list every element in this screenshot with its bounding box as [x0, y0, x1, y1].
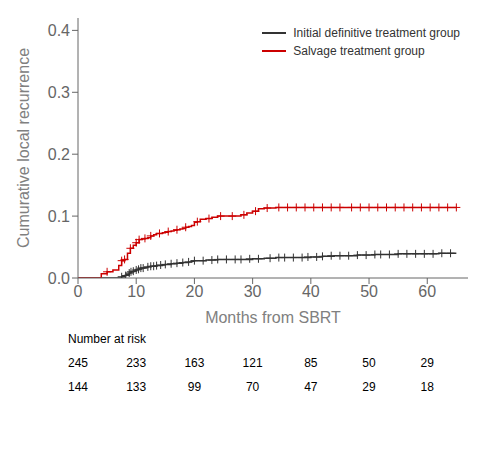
html-text:Number at risk: Number at risk: [68, 332, 146, 346]
html-text:Initial definitive treatment g: Initial definitive treatment group: [293, 26, 460, 40]
svg-text:0.0: 0.0: [48, 270, 70, 287]
html-text:29: 29: [362, 380, 376, 394]
html-text:Salvage treatment group: Salvage treatment group: [293, 44, 425, 58]
svg-text:Cumurative local recurrence: Cumurative local recurrence: [15, 48, 32, 248]
html-text:121: 121: [242, 356, 263, 370]
svg-text:60: 60: [418, 283, 436, 300]
svg-text:50: 50: [360, 283, 378, 300]
html-text:245: 245: [68, 356, 88, 370]
html-text:99: 99: [187, 380, 202, 394]
svg-text:40: 40: [302, 283, 320, 300]
svg-text:Months from SBRT: Months from SBRT: [205, 309, 341, 326]
html-text:47: 47: [304, 380, 318, 394]
svg-text:10: 10: [127, 283, 145, 300]
html-text:233: 233: [126, 356, 147, 370]
svg-text:20: 20: [186, 283, 204, 300]
html-text:18: 18: [420, 380, 434, 394]
html-text:70: 70: [245, 380, 260, 394]
svg-text:0.4: 0.4: [48, 22, 70, 39]
html-text:133: 133: [126, 380, 147, 394]
svg-text:30: 30: [244, 283, 262, 300]
html-text:144: 144: [68, 380, 88, 394]
svg-text:0: 0: [74, 283, 83, 300]
svg-text:0.1: 0.1: [48, 208, 70, 225]
svg-text:0.3: 0.3: [48, 84, 70, 101]
svg-text:0.2: 0.2: [48, 146, 70, 163]
html-text:163: 163: [184, 356, 205, 370]
html-text:85: 85: [304, 356, 318, 370]
html-text:50: 50: [362, 356, 376, 370]
html-text:29: 29: [420, 356, 434, 370]
